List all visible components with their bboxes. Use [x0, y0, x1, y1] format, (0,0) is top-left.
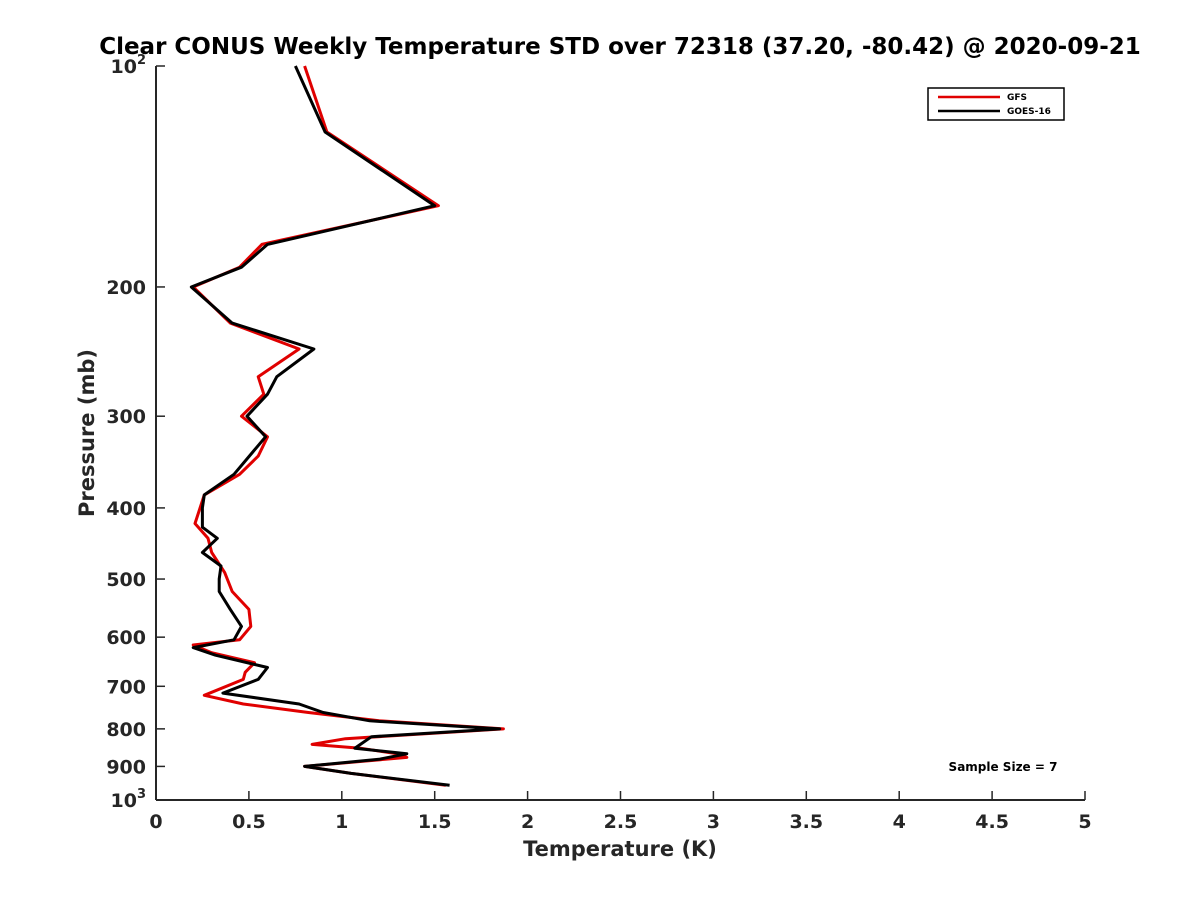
y-tick-label: 200 — [106, 277, 146, 299]
y-tick-label: 400 — [106, 498, 146, 520]
x-tick-label: 4.5 — [975, 811, 1009, 833]
legend-box — [927, 87, 1065, 121]
y-tick-base: 10 — [111, 56, 137, 78]
x-tick-label: 2 — [521, 811, 534, 833]
sample-size-annotation: Sample Size = 7 — [949, 760, 1058, 774]
y-tick-label: 103 — [111, 787, 147, 812]
x-tick-label: 0 — [149, 811, 162, 833]
legend: GFS GOES-16 — [927, 87, 1065, 121]
y-tick-base: 10 — [111, 790, 137, 812]
y-tick-label: 800 — [106, 719, 146, 741]
y-axis-label: Pressure (mb) — [75, 349, 99, 517]
y-tick-label: 600 — [106, 627, 146, 649]
y-tick-label: 102 — [111, 53, 147, 78]
series-line-gfs — [191, 65, 505, 787]
y-tick-exponent: 3 — [137, 787, 146, 802]
x-tick-label: 3 — [707, 811, 720, 833]
series-line-goes16 — [189, 65, 502, 787]
x-axis-label: Temperature (K) — [523, 837, 717, 861]
x-tick-label: 1 — [335, 811, 348, 833]
x-tick-label: 4 — [893, 811, 906, 833]
legend-label-goes16: GOES-16 — [1007, 107, 1051, 117]
x-tick-label: 1.5 — [418, 811, 452, 833]
x-tick-label: 5 — [1078, 811, 1091, 833]
plot-area: 0 0.5 1 1.5 2 2.5 3 3.5 4 4.5 5 102200300400500600… — [106, 53, 1091, 833]
series-layer — [189, 65, 505, 787]
y-tick-exponent: 2 — [137, 53, 146, 68]
x-tick-label: 3.5 — [789, 811, 823, 833]
y-tick-label: 700 — [106, 676, 146, 698]
x-tick-label: 0.5 — [232, 811, 266, 833]
y-tick-label: 900 — [106, 756, 146, 778]
chart-title: Clear CONUS Weekly Temperature STD over … — [99, 34, 1141, 60]
y-tick-label: 300 — [106, 406, 146, 428]
x-tick-label: 2.5 — [604, 811, 638, 833]
y-tick-label: 500 — [106, 569, 146, 591]
x-axis-ticks: 0 0.5 1 1.5 2 2.5 3 3.5 4 4.5 5 — [149, 791, 1092, 833]
legend-label-gfs: GFS — [1007, 93, 1027, 103]
